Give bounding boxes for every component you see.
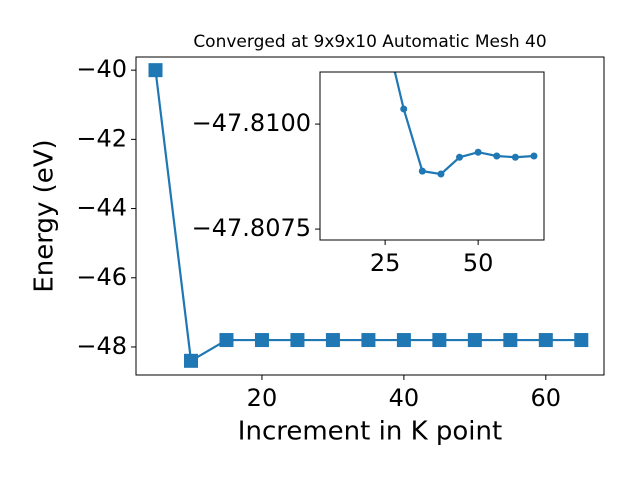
marker bbox=[530, 152, 538, 160]
marker bbox=[503, 333, 518, 348]
marker bbox=[467, 333, 482, 348]
marker bbox=[219, 333, 234, 348]
x-tick-label: 40 bbox=[389, 384, 420, 412]
marker bbox=[574, 333, 589, 348]
marker bbox=[290, 333, 305, 348]
y-tick-label: −48 bbox=[76, 332, 127, 360]
x-tick-label: 60 bbox=[531, 384, 562, 412]
y-tick-label: −47.8075 bbox=[192, 214, 311, 242]
marker bbox=[183, 353, 198, 368]
marker bbox=[437, 170, 445, 178]
x-tick-label: 50 bbox=[463, 249, 494, 277]
x-tick-label: 25 bbox=[370, 249, 401, 277]
marker bbox=[361, 333, 376, 348]
x-tick-label: 20 bbox=[247, 384, 278, 412]
x-axis-label: Increment in K point bbox=[238, 417, 502, 447]
marker bbox=[148, 63, 163, 78]
marker bbox=[400, 105, 408, 113]
axes-frame bbox=[319, 71, 545, 241]
axes-frame bbox=[135, 56, 605, 376]
marker bbox=[456, 153, 464, 161]
marker bbox=[432, 333, 447, 348]
y-tick-label: −46 bbox=[76, 263, 127, 291]
y-tick-label: −47.8100 bbox=[192, 109, 311, 137]
marker bbox=[511, 153, 519, 161]
marker bbox=[325, 333, 340, 348]
series bbox=[148, 63, 589, 368]
y-axis-label: Energy (eV) bbox=[30, 139, 60, 292]
marker bbox=[493, 152, 501, 160]
y-tick-label: −44 bbox=[76, 194, 127, 222]
marker bbox=[474, 148, 482, 156]
marker bbox=[254, 333, 269, 348]
chart-title: Converged at 9x9x10 Automatic Mesh 40 bbox=[193, 32, 546, 52]
marker bbox=[418, 167, 426, 175]
y-tick-label: −42 bbox=[76, 124, 127, 152]
y-tick-label: −40 bbox=[76, 55, 127, 83]
marker bbox=[396, 333, 411, 348]
series bbox=[393, 72, 538, 178]
marker bbox=[538, 333, 553, 348]
